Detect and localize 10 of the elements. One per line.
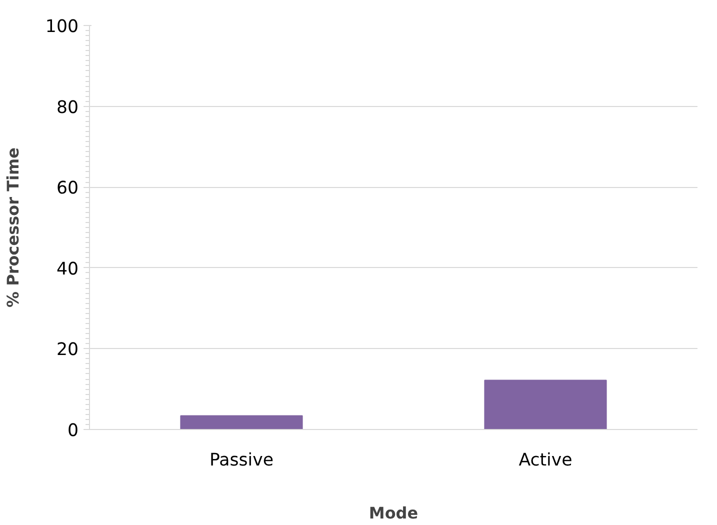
y-axis-title: % Processor Time xyxy=(3,147,22,308)
y-tick-label: 20 xyxy=(56,340,79,360)
x-tick-label: Active xyxy=(518,450,572,470)
x-tick-label: Passive xyxy=(209,450,274,470)
y-tick-label: 100 xyxy=(45,17,79,37)
x-axis-title: Mode xyxy=(368,504,418,522)
y-tick-label: 0 xyxy=(67,421,79,441)
y-tick-label: 40 xyxy=(56,259,79,280)
y-tick-label: 80 xyxy=(56,98,79,118)
y-tick-label: 60 xyxy=(56,178,79,199)
